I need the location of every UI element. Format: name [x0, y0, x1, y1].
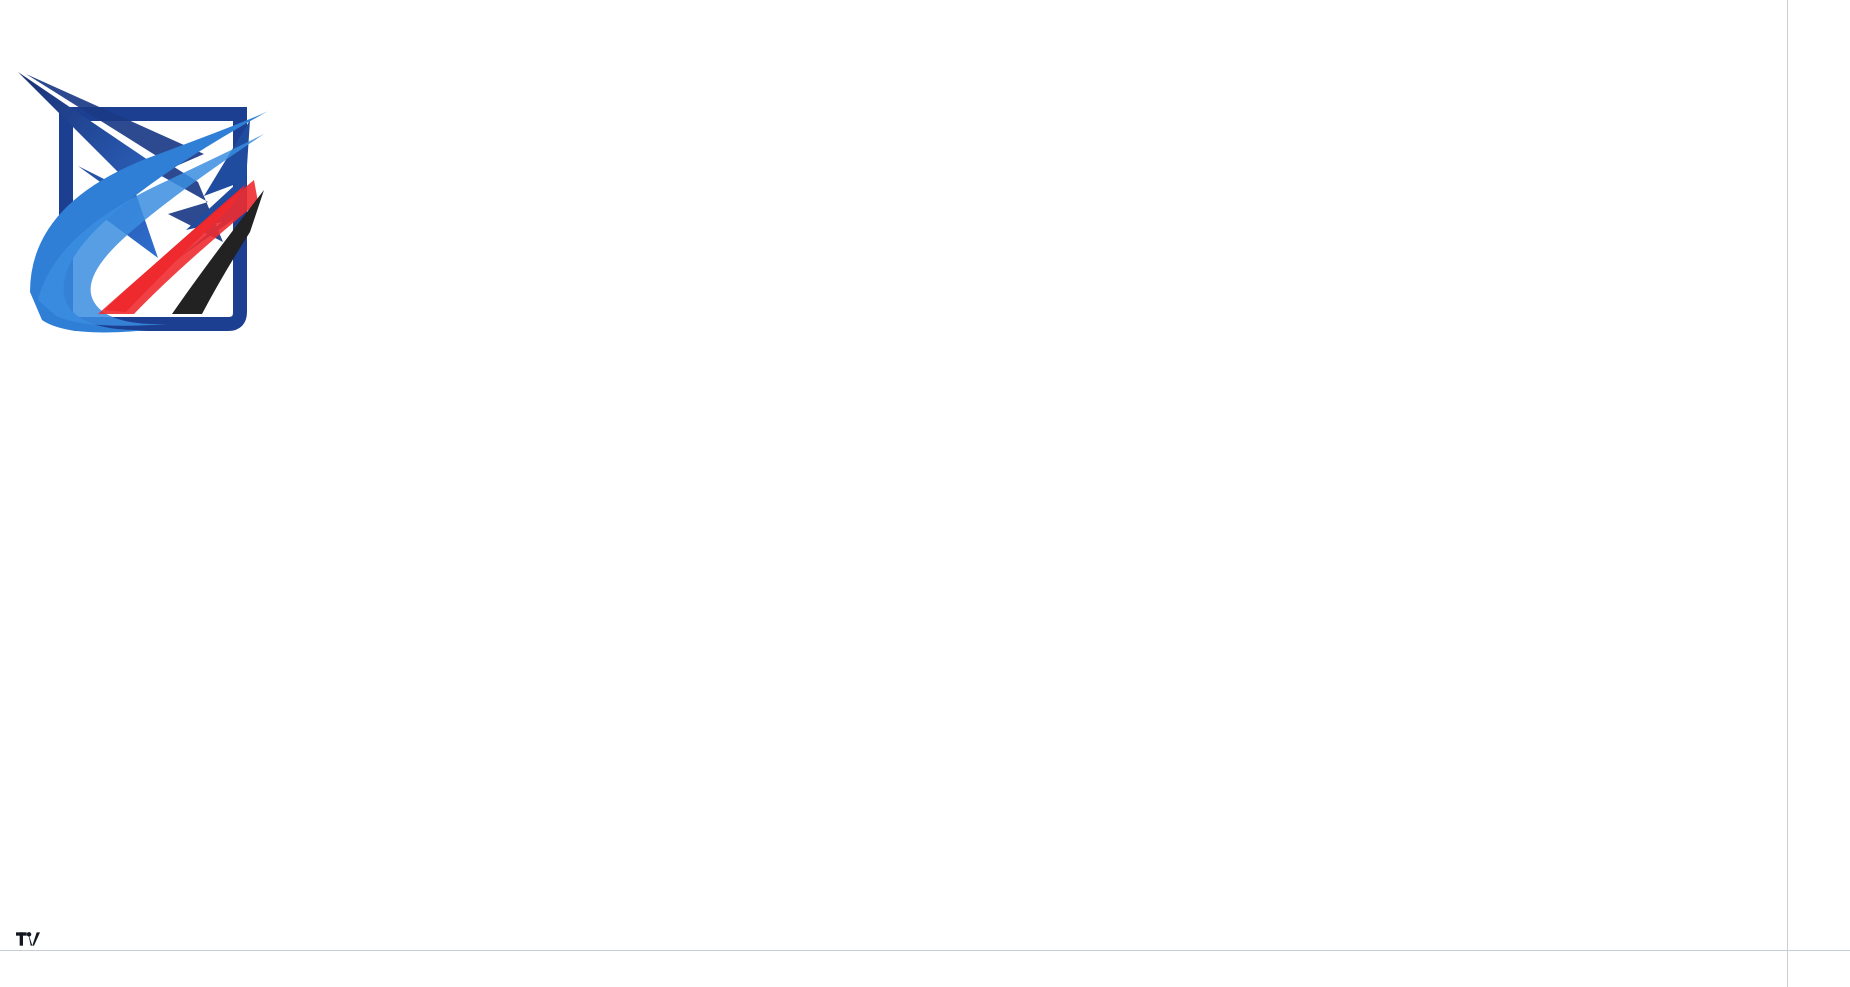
tradingview-logo-icon [11, 922, 45, 950]
chart-legend-header [0, 0, 1850, 24]
market-analyzer-logo [8, 62, 280, 372]
ohlc-values [30, 3, 85, 22]
axis-corner [1787, 950, 1850, 987]
price-axis[interactable] [1787, 0, 1850, 950]
chart-plot-area[interactable] [0, 24, 1787, 950]
time-axis[interactable] [0, 950, 1787, 987]
